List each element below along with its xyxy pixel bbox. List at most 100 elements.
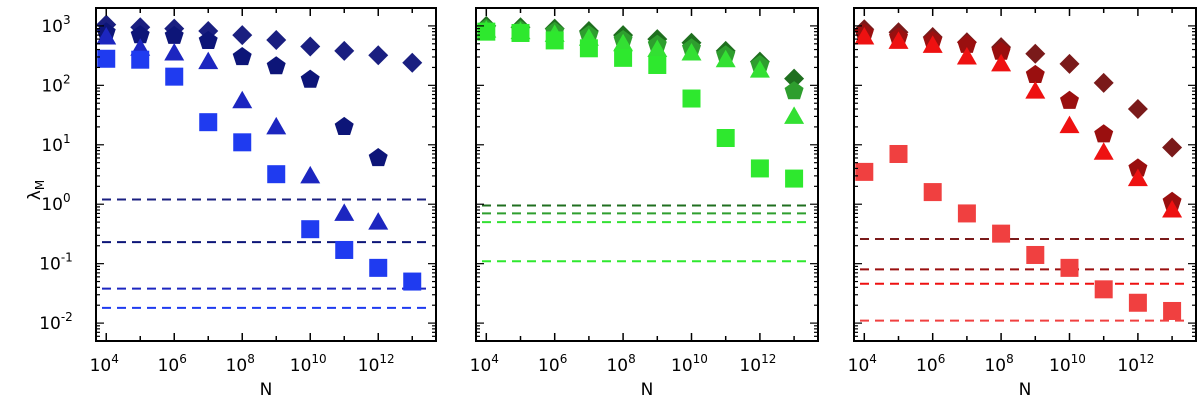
x-tick-label: 1012: [358, 352, 395, 376]
data-point-triangle: [922, 35, 943, 53]
series-square: [97, 49, 422, 291]
y-tick-label: 101: [41, 132, 70, 156]
x-axis-ticks: [863, 8, 1173, 341]
data-point-square: [682, 89, 701, 108]
data-point-triangle: [784, 106, 805, 124]
data-point-diamond: [1059, 53, 1080, 74]
data-point-pentagon: [198, 30, 218, 49]
data-point-pentagon: [164, 25, 184, 44]
data-point-triangle: [164, 42, 185, 61]
data-point-triangle: [198, 51, 219, 70]
data-point-square: [403, 272, 422, 291]
data-point-diamond: [784, 68, 805, 89]
x-tick-label: 1010: [671, 352, 708, 376]
data-point-square: [1060, 258, 1079, 277]
data-point-pentagon: [1025, 64, 1045, 83]
x-tick-label: 1010: [290, 352, 327, 376]
x-tick-label: 104: [90, 352, 119, 376]
series-triangle: [854, 27, 1183, 218]
data-point-diamond: [266, 29, 287, 50]
data-point-pentagon: [368, 148, 388, 167]
panel-1: 104 106 108 1010 1012 10-2 10-1 100 101 102 103 N: [39, 7, 437, 400]
data-point-triangle: [368, 212, 389, 230]
y-axis-title: λM: [25, 180, 47, 200]
x-axis-ticks: [485, 8, 795, 341]
data-point-square: [1128, 293, 1147, 312]
series-square: [855, 144, 1182, 320]
data-point-square: [511, 23, 530, 42]
data-point-diamond: [368, 45, 389, 66]
data-point-square: [785, 169, 804, 188]
data-point-triangle: [300, 165, 321, 184]
x-axis-title: N: [1019, 380, 1032, 400]
x-tick-label: 1012: [739, 352, 776, 376]
data-point-pentagon: [232, 47, 252, 66]
data-point-triangle: [956, 46, 977, 65]
panel-3: 104 106 108 1010 1012 N: [848, 7, 1197, 400]
plot-frame: [95, 7, 437, 342]
data-point-triangle: [681, 42, 702, 61]
data-point-diamond: [232, 25, 253, 46]
data-point-square: [889, 144, 908, 163]
data-point-square: [923, 183, 942, 202]
y-axis-title-main: λ: [25, 190, 45, 200]
data-point-square: [301, 220, 320, 239]
x-tick-label: 108: [984, 352, 1013, 376]
y-tick-label: 103: [41, 13, 70, 37]
data-point-triangle: [1059, 115, 1080, 134]
data-point-triangle: [854, 27, 875, 45]
data-point-square: [369, 258, 388, 277]
data-point-square: [267, 165, 286, 184]
data-point-pentagon: [991, 41, 1011, 60]
x-tick-label: 108: [226, 352, 255, 376]
data-point-square: [1026, 245, 1045, 264]
y-axis-ticks: [96, 7, 436, 342]
data-point-triangle: [749, 60, 770, 78]
x-axis-ticks: [105, 8, 413, 341]
x-tick-label: 106: [538, 352, 567, 376]
y-tick-label: 100: [41, 191, 70, 215]
y-tick-label: 102: [41, 72, 70, 96]
x-axis-title: N: [641, 380, 654, 400]
panel-2: 104 106 108 1010 1012 N: [470, 7, 819, 400]
data-point-diamond: [1127, 98, 1148, 119]
data-point-square: [97, 49, 116, 68]
y-axis-ticks: [854, 7, 1196, 342]
data-point-pentagon: [300, 69, 320, 88]
x-tick-label: 106: [158, 352, 187, 376]
data-point-pentagon: [1094, 124, 1114, 143]
data-point-square: [1094, 280, 1113, 299]
x-tick-label: 1012: [1117, 352, 1154, 376]
y-axis-ticks: [476, 7, 818, 342]
data-point-square: [855, 162, 874, 181]
x-tick-label: 1010: [1049, 352, 1086, 376]
data-point-triangle: [1025, 81, 1046, 99]
x-tick-label: 104: [848, 352, 877, 376]
data-point-square: [992, 224, 1011, 243]
data-point-triangle: [715, 49, 736, 68]
data-point-square: [579, 39, 598, 58]
data-point-triangle: [647, 39, 668, 58]
data-point-square: [165, 67, 184, 86]
data-point-triangle: [1162, 199, 1183, 218]
data-point-square: [648, 55, 667, 74]
data-point-square: [335, 240, 354, 259]
data-point-square: [614, 48, 633, 67]
data-point-triangle: [1093, 142, 1114, 160]
data-point-square: [716, 129, 735, 148]
data-point-pentagon: [1060, 90, 1079, 109]
data-point-pentagon: [130, 25, 150, 44]
data-point-pentagon: [334, 116, 354, 135]
x-tick-label: 106: [916, 352, 945, 376]
y-tick-label: 10-1: [39, 251, 73, 275]
data-point-diamond: [1093, 72, 1114, 93]
data-point-triangle: [232, 90, 253, 109]
data-point-triangle: [334, 203, 355, 221]
data-point-triangle: [96, 27, 117, 45]
data-point-triangle: [613, 33, 634, 52]
data-point-square: [199, 113, 218, 132]
data-point-square: [545, 31, 564, 50]
data-point-diamond: [1025, 43, 1046, 64]
data-point-square: [957, 204, 976, 223]
data-point-pentagon: [266, 56, 286, 75]
